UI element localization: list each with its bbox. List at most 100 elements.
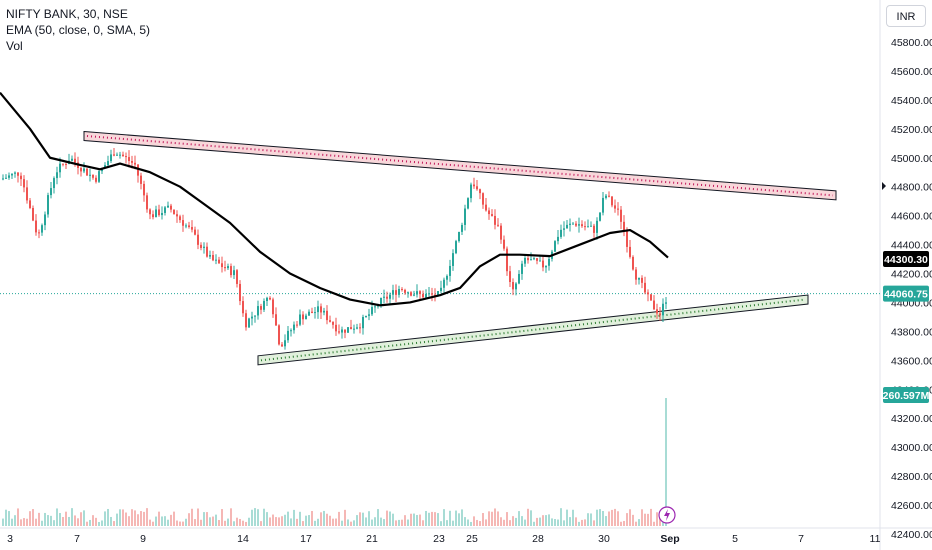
volume-bar	[356, 515, 358, 526]
currency-button[interactable]: INR	[886, 5, 926, 27]
candle	[191, 220, 193, 233]
volume-bar	[413, 513, 415, 526]
y-tick-label: 45200.00	[891, 124, 932, 136]
volume-bar	[569, 517, 571, 526]
volume-bar	[194, 519, 196, 526]
candle	[476, 179, 478, 191]
candle	[521, 260, 523, 280]
candle	[11, 173, 13, 180]
ema-indicator-label[interactable]: EMA (50, close, 0, SMA, 5)	[6, 23, 151, 37]
y-tick-label: 44600.00	[891, 211, 932, 223]
candle	[650, 294, 652, 301]
volume-bar	[443, 509, 445, 526]
volume-bar	[122, 509, 124, 526]
volume-bar	[482, 513, 484, 526]
volume-bar	[476, 519, 478, 526]
volume-indicator-label[interactable]: Vol	[6, 39, 23, 53]
candle	[338, 324, 340, 335]
volume-bar	[314, 520, 316, 526]
volume-bar	[305, 515, 307, 526]
volume-bar	[107, 508, 109, 526]
candle	[317, 300, 319, 319]
volume-bar	[89, 519, 91, 526]
volume-badge: 260.597M	[883, 387, 930, 403]
symbol-label[interactable]: NIFTY BANK, 30, NSE	[6, 7, 128, 21]
candle	[419, 290, 421, 301]
candle	[182, 214, 184, 232]
volume-bar	[572, 509, 574, 526]
candle	[578, 217, 580, 233]
volume-bar	[383, 519, 385, 526]
candle	[452, 249, 454, 271]
volume-bar	[74, 515, 76, 526]
volume-bar	[512, 516, 514, 526]
volume-bar	[185, 518, 187, 526]
volume-bar	[623, 520, 625, 526]
y-tick-label: 43200.00	[891, 413, 932, 425]
candle	[119, 151, 121, 159]
candle	[185, 223, 187, 229]
volume-bar	[635, 521, 637, 526]
candle	[590, 221, 592, 227]
volume-bar	[308, 515, 310, 526]
candle	[497, 218, 499, 228]
volume-bar	[587, 513, 589, 526]
candle	[392, 284, 394, 300]
candle	[137, 164, 139, 183]
volume-bar	[647, 513, 649, 526]
volume-bar	[656, 512, 658, 526]
volume-bar	[5, 509, 7, 526]
candle	[254, 315, 256, 323]
candle	[314, 307, 316, 319]
volume-bar	[263, 508, 265, 526]
candle	[524, 256, 526, 267]
candle	[110, 149, 112, 164]
volume-bar	[626, 513, 628, 526]
volume-bar	[347, 519, 349, 526]
candle	[266, 296, 268, 306]
candle	[530, 252, 532, 261]
volume-bar	[212, 516, 214, 526]
volume-bar	[527, 508, 529, 526]
lightning-icon[interactable]	[658, 506, 676, 524]
volume-bar	[278, 517, 280, 526]
candle	[269, 296, 271, 301]
candle	[221, 256, 223, 273]
candle	[146, 192, 148, 213]
volume-bar	[272, 514, 274, 526]
volume-bar	[197, 508, 199, 526]
volume-bar	[491, 511, 493, 526]
x-tick-label: 14	[237, 533, 249, 545]
volume-bar	[158, 511, 160, 526]
volume-bar	[137, 514, 139, 526]
candle	[605, 194, 607, 200]
volume-bar	[410, 513, 412, 526]
volume-bar	[350, 521, 352, 526]
volume-bar	[17, 508, 19, 526]
volume-bar	[203, 512, 205, 526]
y-tick-label: 44400.00	[891, 240, 932, 252]
volume-bar	[566, 509, 568, 526]
candle	[161, 206, 163, 220]
volume-bar	[599, 509, 601, 526]
volume-bar	[167, 519, 169, 526]
volume-bar	[497, 511, 499, 526]
x-tick-label: 21	[366, 533, 378, 545]
volume-bar	[365, 517, 367, 526]
volume-bar	[248, 517, 250, 526]
candle	[92, 174, 94, 180]
volume-bar	[419, 514, 421, 526]
volume-bar	[377, 509, 379, 526]
candle	[155, 205, 157, 218]
volume-bar	[437, 513, 439, 526]
volume-bar	[161, 516, 163, 526]
chart-legend: NIFTY BANK, 30, NSE EMA (50, close, 0, S…	[6, 6, 150, 54]
candle	[107, 155, 109, 168]
volume-bar	[20, 519, 22, 526]
x-tick-label: 11	[870, 533, 881, 545]
y-tick-label: 44800.00	[891, 182, 932, 194]
candle	[572, 222, 574, 225]
y-tick-label: 45600.00	[891, 66, 932, 78]
candle	[23, 175, 25, 193]
